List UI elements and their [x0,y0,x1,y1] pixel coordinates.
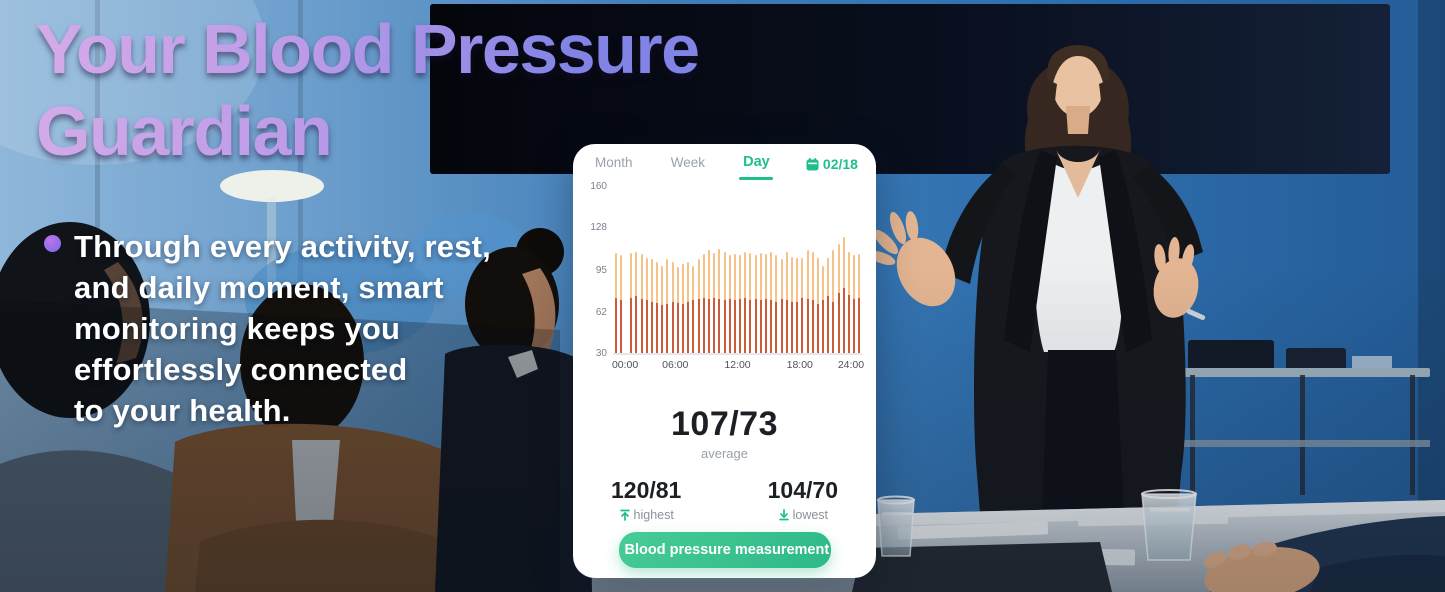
feature-text: Through every activity, rest, and daily … [74,229,491,428]
bp-bar [749,252,752,353]
x-tick-label: 00:00 [611,359,639,371]
bp-bar [858,254,861,353]
blood-pressure-measurement-button[interactable]: Blood pressure measurement [618,532,831,568]
bp-bar [765,254,768,353]
bp-bar [718,248,721,353]
tab-week[interactable]: Week [670,154,705,170]
bp-bar [796,257,799,353]
bp-bar [687,261,690,353]
bp-bar [692,265,695,353]
highest-stat: 120/81 highest [611,477,681,522]
lowest-label: lowest [792,508,829,522]
bp-bar [801,257,804,353]
tab-month[interactable]: Month [595,154,633,170]
bp-bar [630,252,633,353]
bp-bar [842,237,845,353]
calendar-icon [806,157,819,170]
bp-bar [723,251,726,353]
date-picker[interactable]: 02/18 [806,156,858,172]
bp-app-card: Month Week Day 02/18 160 128 95 62 30 00:00 0… [573,144,876,578]
arrow-up-to-line-icon [619,509,630,521]
bp-bar [759,252,762,353]
bp-bar [816,257,819,353]
highest-value: 120/81 [611,477,682,503]
bp-bar [645,257,648,353]
bp-bar [614,252,617,353]
x-tick-label: 24:00 [837,359,865,371]
bp-bar [635,251,638,353]
bp-bar [640,254,643,353]
bp-chart: 160 128 95 62 30 [587,181,862,359]
x-tick-label: 12:00 [724,359,751,371]
bp-bar [806,250,809,353]
period-tabs: Month Week Day 02/18 [587,144,862,174]
y-tick-label: 62 [595,306,607,318]
bp-bar [728,255,731,353]
bp-bar [707,250,710,353]
bp-bar [739,255,742,353]
y-tick-label: 95 [595,264,607,276]
bp-bar [832,250,835,353]
bp-bar [775,255,778,353]
bp-bar [837,243,840,353]
feature-bullet: Through every activity, rest, and daily … [44,226,491,431]
arrow-down-to-line-icon [778,509,789,521]
tab-day[interactable]: Day [741,152,772,176]
bp-bar [697,259,700,353]
bp-bar [733,254,736,353]
y-tick-label: 128 [590,222,607,234]
bp-bar [770,251,773,353]
bp-bar [744,251,747,353]
bp-bar [713,252,716,353]
bp-bar [676,266,679,353]
bp-bar [656,261,659,353]
chart-plot[interactable] [613,188,862,355]
bp-bar [682,264,685,353]
bullet-dot-icon [44,235,61,252]
lowest-value: 104/70 [767,477,838,503]
x-tick-label: 06:00 [662,359,689,371]
bp-bar [780,259,783,353]
lowest-stat: 104/70 lowest [768,477,838,522]
date-label: 02/18 [822,156,858,172]
bp-bar [822,265,825,353]
bp-bar [661,265,664,353]
bp-bar [790,256,793,353]
bp-bar [702,254,705,353]
bp-bar [785,251,788,353]
y-tick-label: 160 [590,181,607,192]
chart-x-axis: 00:00 06:00 12:00 18:00 24:00 [611,359,865,375]
bp-bar [671,261,674,353]
bp-bar [754,255,757,353]
bp-bar [619,255,622,353]
average-label: average [701,446,748,461]
bp-bar [650,259,653,353]
bp-bar [853,255,856,353]
bp-bar [811,251,814,353]
x-tick-label: 18:00 [786,359,813,371]
chart-y-axis: 160 128 95 62 30 [587,181,613,359]
y-tick-label: 30 [595,348,607,359]
highest-label: highest [633,508,674,522]
title-line-1: Your Blood Pressure [36,10,699,88]
bp-stats: 107/73 average 120/81 highest 104/70 [587,405,862,522]
bp-bar [666,259,669,353]
average-value: 107/73 [671,405,778,443]
bp-bar [848,251,851,353]
bp-bar [827,257,830,353]
